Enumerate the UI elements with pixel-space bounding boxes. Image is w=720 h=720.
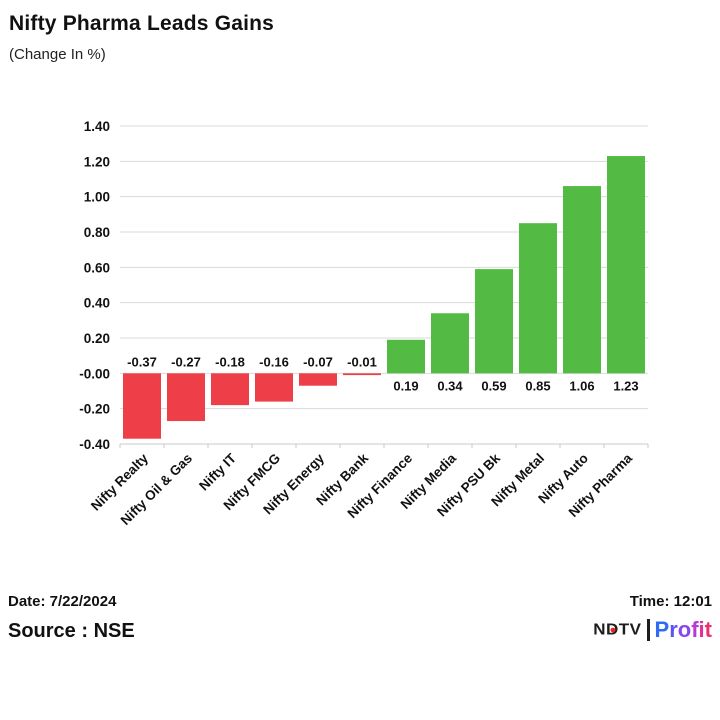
bar-value-label: 0.19 [393, 378, 418, 393]
profit-logo-letter: o [677, 617, 692, 642]
bar-nifty-oil-gas [167, 373, 205, 422]
y-tick-label: 1.40 [84, 119, 110, 134]
bar-nifty-energy [299, 373, 337, 386]
bar-nifty-pharma [607, 156, 645, 374]
bar-nifty-auto [563, 186, 601, 374]
ndtv-logo-letter: V [629, 620, 642, 639]
bar-value-label: -0.27 [171, 354, 201, 369]
y-tick-label: -0.00 [79, 366, 110, 381]
y-tick-label: -0.40 [79, 437, 110, 452]
bar-value-label: 0.85 [525, 378, 550, 393]
bar-value-label: -0.01 [347, 354, 377, 369]
bar-nifty-media [431, 313, 469, 374]
bar-nifty-psu-bk [475, 269, 513, 374]
source-label: Source : NSE [8, 620, 135, 642]
profit-logo-text: Profit [655, 617, 712, 643]
y-tick-label: -0.20 [79, 402, 110, 417]
y-tick-label: 1.20 [84, 154, 110, 169]
ndtv-logo-letter: N [593, 620, 606, 639]
x-tick-label: Nifty IT [196, 450, 239, 493]
logo-separator [646, 619, 650, 641]
bar-value-label: -0.18 [215, 354, 245, 369]
y-tick-label: 0.60 [84, 260, 110, 275]
profit-logo-letter: i [698, 617, 705, 642]
ndtv-logo-letter: T [618, 620, 630, 639]
bar-nifty-it [211, 373, 249, 406]
ndtv-logo-red-dot [610, 627, 616, 633]
profit-logo-letter: t [704, 617, 712, 642]
bar-nifty-finance [387, 339, 425, 374]
bar-value-label: -0.07 [303, 354, 333, 369]
y-tick-label: 0.20 [84, 331, 110, 346]
bar-nifty-bank [343, 373, 381, 376]
y-tick-label: 0.40 [84, 296, 110, 311]
bar-value-label: 1.23 [613, 378, 638, 393]
chart-title: Nifty Pharma Leads Gains [9, 12, 275, 35]
bar-chart: 1.40 1.20 1.00 0.80 0.60 0.40 0.20 -0.00 -0.20 -0… [79, 119, 649, 528]
bar-value-label: 0.34 [437, 378, 463, 393]
time-label: Time: 12:01 [629, 593, 712, 610]
bar-value-label: 1.06 [569, 378, 594, 393]
y-tick-label: 1.00 [84, 190, 110, 205]
ndtv-logo-letter-d: D [606, 621, 619, 639]
bar-value-label: -0.16 [259, 354, 289, 369]
bar-value-label: -0.37 [127, 354, 157, 369]
profit-logo-letter: f [691, 617, 699, 642]
date-label: Date: 7/22/2024 [8, 593, 117, 610]
profit-logo-letter: P [654, 617, 670, 642]
chart-subtitle: (Change In %) [9, 46, 106, 63]
ndtv-profit-logo: NDTV Profit [593, 615, 712, 645]
bar-nifty-realty [123, 373, 161, 439]
ndtv-logo-text: NDTV [593, 621, 641, 639]
profit-logo-letter: r [669, 617, 678, 642]
bar-nifty-fmcg [255, 373, 293, 402]
y-tick-label: 0.80 [84, 225, 110, 240]
bar-value-label: 0.59 [481, 378, 506, 393]
bar-nifty-metal [519, 223, 557, 374]
